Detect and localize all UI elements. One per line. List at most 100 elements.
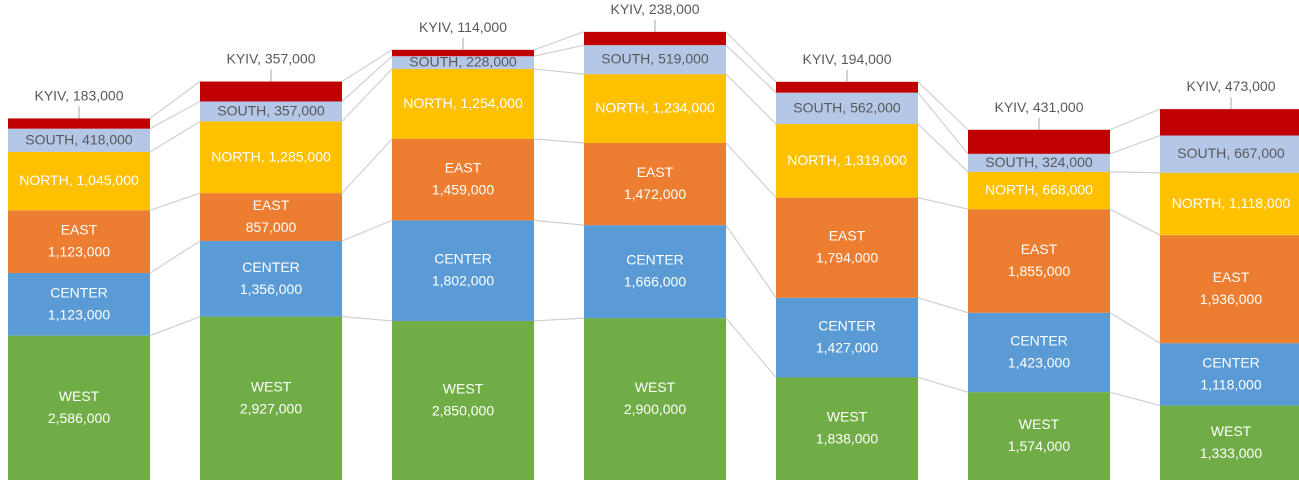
bar-segment [776, 92, 918, 125]
connector-line [149, 240, 201, 274]
connector-line [917, 123, 969, 173]
bar-segment [968, 129, 1110, 154]
bar-segment [1160, 235, 1299, 344]
connector-line [1109, 391, 1161, 407]
data-label: CENTER 1,666,000 [624, 251, 686, 289]
bar-segment [776, 377, 918, 480]
data-label: CENTER 1,118,000 [1200, 354, 1261, 392]
data-label: KYIV, 473,000 [1186, 78, 1275, 94]
bar-segment [968, 171, 1110, 210]
connector-line [725, 31, 777, 83]
bar-segment [200, 81, 342, 102]
data-label: WEST 2,586,000 [48, 388, 110, 426]
bar-segment [8, 210, 150, 273]
data-label: WEST 1,333,000 [1200, 423, 1262, 461]
connector-line [533, 31, 585, 51]
bar-segment [1160, 109, 1299, 136]
data-label: EAST 1,459,000 [432, 159, 494, 197]
connector-line [149, 120, 201, 153]
data-label: CENTER 1,802,000 [432, 250, 494, 288]
data-label: KYIV, 357,000 [226, 50, 315, 66]
bar-segment [392, 68, 534, 139]
bar-segment [392, 56, 534, 69]
bar-segment [392, 220, 534, 321]
data-label: SOUTH, 667,000 [1177, 145, 1285, 161]
data-label: CENTER 1,423,000 [1008, 332, 1070, 370]
bar-segment [968, 153, 1110, 172]
bar-segment [584, 225, 726, 319]
bar-segment [968, 392, 1110, 480]
bar-segment [968, 209, 1110, 313]
bar-segment [200, 193, 342, 241]
bar-segment [776, 197, 918, 298]
bar-segment [392, 49, 534, 57]
bar-segment [8, 118, 150, 129]
bar-segment [200, 121, 342, 194]
bar-segment [200, 101, 342, 122]
data-label: WEST 1,838,000 [816, 408, 878, 446]
connector-line [917, 376, 969, 393]
connector-line [917, 81, 969, 131]
data-label: EAST 1,936,000 [1200, 269, 1262, 307]
bar-segment [200, 316, 342, 480]
connector-line [149, 316, 201, 337]
connector-line [341, 49, 393, 83]
connector-line [149, 192, 201, 211]
data-label: SOUTH, 418,000 [25, 131, 133, 147]
bar-segment [584, 31, 726, 46]
connector-line [917, 297, 969, 314]
data-label: CENTER 1,427,000 [816, 317, 878, 355]
bar-segment [776, 124, 918, 198]
bar-segment [1160, 135, 1299, 173]
data-label: SOUTH, 324,000 [985, 154, 1093, 170]
bar-segment [8, 151, 150, 211]
data-label: SOUTH, 357,000 [217, 102, 325, 118]
connector-line [725, 317, 777, 378]
connector-line [149, 100, 201, 130]
connector-line [1109, 171, 1161, 174]
bar-segment [392, 138, 534, 221]
data-label: WEST 2,850,000 [432, 380, 494, 418]
data-label: NORTH, 1,234,000 [595, 99, 715, 115]
connector-line [341, 138, 393, 194]
connector-line [725, 224, 777, 299]
bar-segment [8, 272, 150, 336]
connector-line [341, 68, 393, 122]
data-label: NORTH, 668,000 [985, 181, 1093, 197]
bar-segment [1160, 172, 1299, 236]
bar-segment [776, 297, 918, 378]
data-label: SOUTH, 228,000 [409, 53, 517, 69]
bar-segment [8, 335, 150, 480]
data-label: NORTH, 1,319,000 [787, 152, 907, 168]
data-label: CENTER 1,356,000 [240, 258, 302, 296]
connector-line [341, 55, 393, 102]
connector-line [1109, 108, 1161, 131]
bar-segment [200, 240, 342, 317]
data-label: EAST 857,000 [246, 197, 297, 235]
connector-line [1109, 208, 1161, 236]
bar-segment [8, 128, 150, 152]
connector-line [533, 317, 585, 322]
connector-line [341, 316, 393, 322]
connector-line [533, 68, 585, 75]
connector-line [725, 142, 777, 199]
data-label: NORTH, 1,045,000 [19, 172, 139, 188]
data-label: EAST 1,855,000 [1008, 241, 1070, 279]
bar-segment [776, 81, 918, 93]
data-label: KYIV, 114,000 [419, 19, 507, 35]
bar-segment [584, 142, 726, 226]
data-label: KYIV, 183,000 [34, 87, 123, 103]
connector-line [533, 219, 585, 226]
connector-line [917, 197, 969, 210]
data-label: WEST 2,927,000 [240, 378, 302, 416]
data-label: NORTH, 1,285,000 [211, 148, 331, 164]
bar-segment [584, 74, 726, 143]
data-label: WEST 1,574,000 [1008, 416, 1070, 454]
data-label: WEST 2,900,000 [624, 379, 686, 417]
connector-line [725, 73, 777, 125]
connector-line [533, 138, 585, 144]
data-label: CENTER 1,123,000 [48, 284, 110, 322]
data-label: SOUTH, 519,000 [601, 50, 709, 66]
connector-line [1109, 312, 1161, 344]
data-label: EAST 1,794,000 [816, 227, 878, 265]
